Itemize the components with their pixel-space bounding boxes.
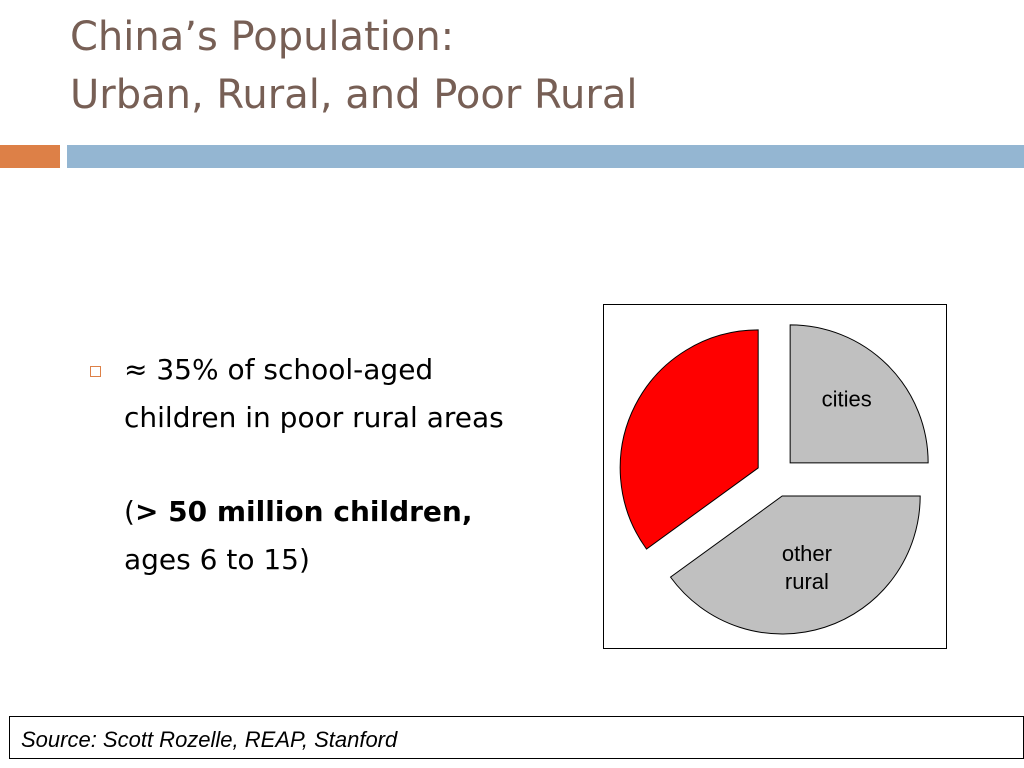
- bullet-text: ≈ 35% of school-aged children in poor ru…: [124, 353, 504, 434]
- pie-label-1: other rural: [782, 541, 832, 594]
- note-bold-text: > 50 million children,: [134, 495, 473, 528]
- bullet-note: (> 50 million children, ages 6 to 15): [124, 488, 528, 584]
- accent-bar-blue: [67, 145, 1024, 168]
- slide-title: China’s Population: Urban, Rural, and Po…: [70, 8, 637, 124]
- slide-title-line-1: China’s Population:: [70, 14, 455, 60]
- note-rest-text: ages 6 to 15): [124, 543, 310, 576]
- pie-slice-2: [619, 329, 759, 550]
- bullet-content: ≈ 35% of school-aged children in poor ru…: [88, 346, 528, 584]
- pie-label-0: cities: [822, 386, 872, 411]
- pie-chart-svg: cities other rural: [619, 324, 929, 635]
- accent-bar-orange: [0, 145, 60, 168]
- note-open-paren: (: [124, 495, 135, 528]
- slide-title-line-2: Urban, Rural, and Poor Rural: [70, 72, 638, 118]
- pie-slice-0: [789, 324, 929, 464]
- source-box: Source: Scott Rozelle, REAP, Stanford: [9, 716, 1024, 759]
- source-text: Source: Scott Rozelle, REAP, Stanford: [21, 727, 398, 752]
- bullet-item: ≈ 35% of school-aged children in poor ru…: [88, 346, 528, 584]
- pie-chart: cities other rural: [603, 304, 947, 649]
- square-bullet-icon: [90, 366, 101, 377]
- pie-slice-1: [669, 495, 921, 635]
